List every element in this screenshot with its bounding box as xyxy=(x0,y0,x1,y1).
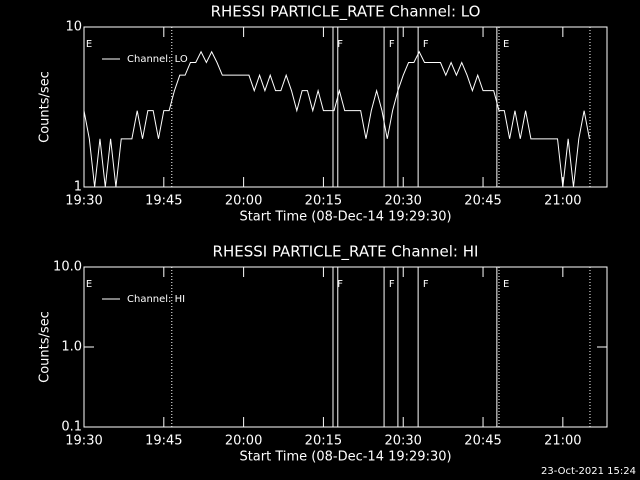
event-label: F xyxy=(423,279,429,290)
x-tick-label: 20:45 xyxy=(464,194,501,209)
event-label: E xyxy=(86,39,92,50)
x-tick-label: 19:30 xyxy=(65,194,102,209)
timestamp: 23-Oct-2021 15:24 xyxy=(541,466,636,477)
x-axis-label: Start Time (08-Dec-14 19:29:30) xyxy=(239,210,451,225)
x-tick-label: 20:00 xyxy=(225,434,262,449)
y-axis-label: Counts/sec xyxy=(38,311,53,383)
x-tick-label: 21:00 xyxy=(544,194,581,209)
plot-frame xyxy=(83,266,608,428)
chart-title: RHESSI PARTICLE_RATE Channel: HI xyxy=(213,243,479,262)
x-tick-label: 21:00 xyxy=(544,434,581,449)
event-label: F xyxy=(389,279,395,290)
event-label: F xyxy=(337,279,343,290)
chart-title: RHESSI PARTICLE_RATE Channel: LO xyxy=(211,3,481,22)
x-tick-label: 19:30 xyxy=(65,434,102,449)
y-tick-label: 10 xyxy=(65,20,82,35)
x-tick-label: 19:45 xyxy=(145,194,182,209)
event-label: F xyxy=(423,39,429,50)
y-axis-label: Counts/sec xyxy=(38,71,53,143)
event-label: E xyxy=(503,279,509,290)
y-tick-label: 1 xyxy=(74,180,82,195)
x-tick-label: 20:15 xyxy=(305,194,342,209)
data-line xyxy=(83,50,590,188)
event-label: E xyxy=(86,279,92,290)
y-tick-label: 10.0 xyxy=(53,260,82,275)
x-tick-label: 20:30 xyxy=(384,434,421,449)
legend-label: Channel: LO xyxy=(127,54,188,65)
event-label: E xyxy=(503,39,509,50)
x-tick-label: 20:30 xyxy=(384,194,421,209)
x-axis-label: Start Time (08-Dec-14 19:29:30) xyxy=(239,450,451,465)
x-tick-label: 20:00 xyxy=(225,194,262,209)
event-label: F xyxy=(389,39,395,50)
legend-label: Channel: HI xyxy=(127,294,185,305)
x-tick-label: 19:45 xyxy=(145,434,182,449)
plot-frame xyxy=(83,26,608,188)
event-label: F xyxy=(337,39,343,50)
x-tick-label: 20:45 xyxy=(464,434,501,449)
y-tick-label: 0.1 xyxy=(61,420,82,435)
y-tick-label: 1.0 xyxy=(61,340,82,355)
x-tick-label: 20:15 xyxy=(305,434,342,449)
